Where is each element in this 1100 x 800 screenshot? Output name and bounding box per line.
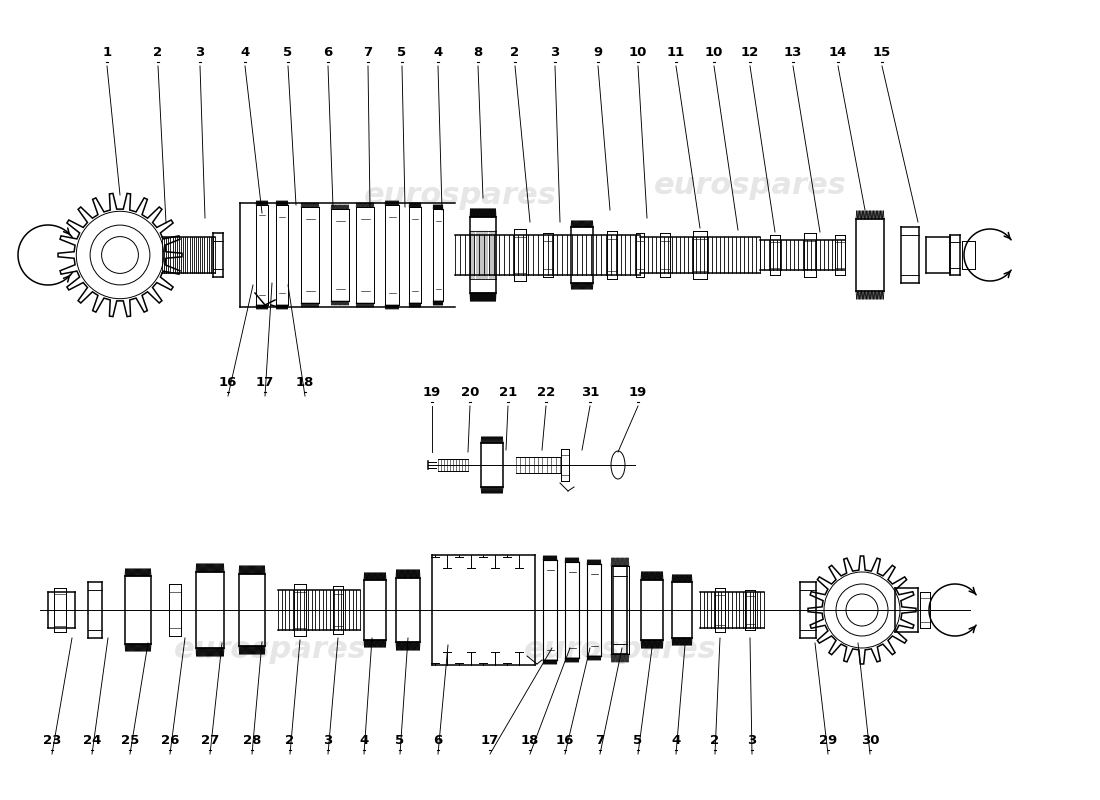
Text: 3: 3 [196,46,205,59]
Text: 10: 10 [705,46,723,59]
Text: 2: 2 [711,734,719,747]
Text: 4: 4 [241,46,250,59]
Text: 9: 9 [593,46,603,59]
Text: 5: 5 [395,734,405,747]
Text: 25: 25 [121,734,139,747]
Text: 15: 15 [873,46,891,59]
Text: 23: 23 [43,734,62,747]
Text: 16: 16 [219,376,238,389]
Text: 31: 31 [581,386,600,399]
Text: 5: 5 [397,46,407,59]
Text: 5: 5 [284,46,293,59]
Text: 21: 21 [499,386,517,399]
Text: 4: 4 [671,734,681,747]
Text: eurospares: eurospares [524,635,716,665]
Text: 8: 8 [473,46,483,59]
Text: 13: 13 [784,46,802,59]
Text: 3: 3 [550,46,560,59]
Text: 18: 18 [296,376,315,389]
Text: 28: 28 [243,734,261,747]
Text: 3: 3 [747,734,757,747]
Text: eurospares: eurospares [653,170,846,199]
Text: 19: 19 [629,386,647,399]
Text: 29: 29 [818,734,837,747]
Text: 30: 30 [860,734,879,747]
Text: 20: 20 [461,386,480,399]
Text: 17: 17 [481,734,499,747]
Text: 2: 2 [510,46,519,59]
Text: 5: 5 [634,734,642,747]
Text: 6: 6 [433,734,442,747]
Text: 27: 27 [201,734,219,747]
Text: 11: 11 [667,46,685,59]
Text: eurospares: eurospares [174,635,366,665]
Text: 16: 16 [556,734,574,747]
Text: 2: 2 [285,734,295,747]
Text: 14: 14 [828,46,847,59]
Text: 10: 10 [629,46,647,59]
Text: 17: 17 [256,376,274,389]
Text: eurospares: eurospares [364,181,557,210]
Text: 7: 7 [363,46,373,59]
Text: 7: 7 [595,734,605,747]
Text: 24: 24 [82,734,101,747]
Text: 4: 4 [433,46,442,59]
Text: 3: 3 [323,734,332,747]
Text: 26: 26 [161,734,179,747]
Text: 12: 12 [741,46,759,59]
Text: 18: 18 [520,734,539,747]
Text: 19: 19 [422,386,441,399]
Text: 6: 6 [323,46,332,59]
Text: 4: 4 [360,734,368,747]
Text: 22: 22 [537,386,556,399]
Text: 1: 1 [102,46,111,59]
Text: 2: 2 [153,46,163,59]
